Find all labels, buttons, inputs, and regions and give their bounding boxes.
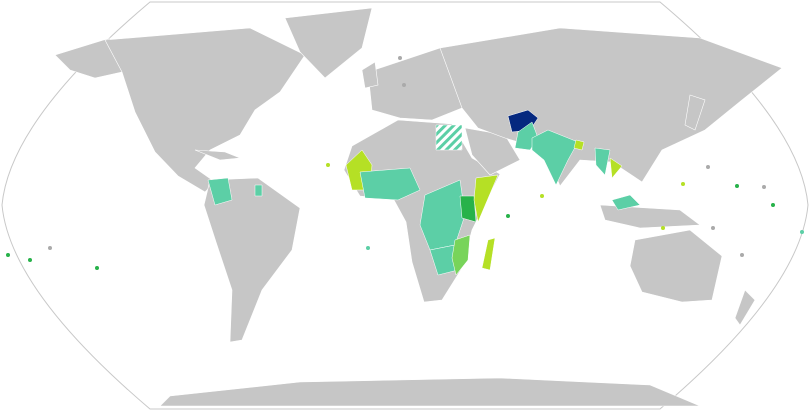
country-colombia[interactable] [207, 177, 233, 206]
island-marker[interactable] [366, 246, 370, 250]
island-marker[interactable] [48, 246, 52, 250]
island-marker[interactable] [540, 194, 544, 198]
island-marker[interactable] [740, 253, 744, 257]
new-zealand[interactable] [734, 289, 756, 326]
island-marker[interactable] [28, 258, 32, 262]
island-marker[interactable] [706, 165, 710, 169]
island-marker[interactable] [762, 185, 766, 189]
country-guyana[interactable] [254, 184, 263, 197]
country-egypt[interactable] [435, 124, 463, 151]
island-marker[interactable] [735, 184, 739, 188]
country-india[interactable] [531, 129, 579, 186]
country-southeast-asia[interactable] [594, 147, 611, 176]
country-madagascar[interactable] [481, 237, 496, 271]
australia[interactable] [629, 229, 723, 303]
country-malaysia[interactable] [611, 194, 641, 211]
caribbean[interactable] [194, 149, 241, 161]
country-vietnam[interactable] [609, 157, 623, 179]
country-kenya[interactable] [459, 195, 477, 223]
asia[interactable] [439, 27, 783, 187]
uk[interactable] [361, 61, 379, 89]
japan[interactable] [684, 94, 706, 131]
country-somalia[interactable] [473, 174, 499, 223]
highlighted-countries [207, 109, 641, 276]
country-mozambique[interactable] [451, 234, 471, 276]
island-marker[interactable] [398, 56, 402, 60]
island-marker[interactable] [6, 253, 10, 257]
island-marker[interactable] [771, 203, 775, 207]
island-marker[interactable] [661, 226, 665, 230]
country-bangladesh[interactable] [573, 139, 585, 151]
greenland[interactable] [284, 7, 373, 79]
island-marker[interactable] [711, 226, 715, 230]
island-marker[interactable] [402, 83, 406, 87]
island-marker[interactable] [681, 182, 685, 186]
island-marker[interactable] [326, 163, 330, 167]
country-west-africa[interactable] [359, 167, 421, 201]
indonesia[interactable] [599, 204, 701, 229]
island-marker[interactable] [506, 214, 510, 218]
south-america[interactable] [203, 177, 301, 343]
land-masses [54, 7, 783, 407]
island-marker[interactable] [95, 266, 99, 270]
island-marker[interactable] [800, 230, 804, 234]
island-markers [6, 56, 804, 270]
north-america[interactable] [104, 27, 306, 193]
alaska[interactable] [54, 37, 123, 79]
antarctica[interactable] [159, 377, 701, 407]
